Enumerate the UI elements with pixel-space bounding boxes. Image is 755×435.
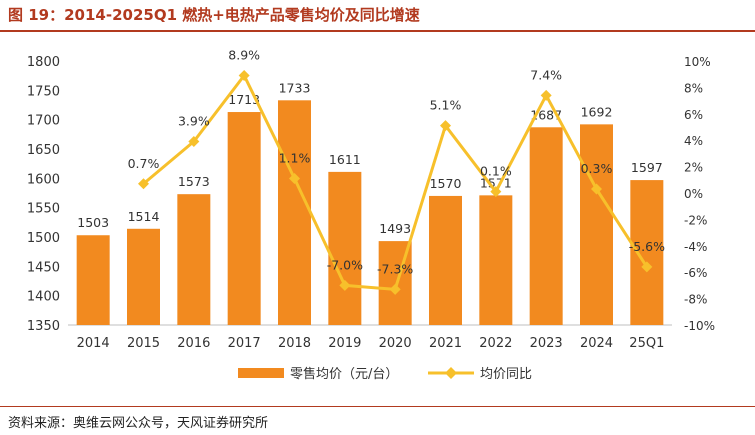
line-point xyxy=(641,261,653,273)
right-tick-label: 8% xyxy=(684,81,703,95)
right-axis: -10% -8% -6% -4% -2% 0% 2% 4% 6% 8% 10% xyxy=(684,55,715,333)
line-series xyxy=(138,70,653,295)
x-tick-label: 2017 xyxy=(228,336,261,351)
bar-value-label: 1733 xyxy=(279,80,311,95)
x-tick-label: 2014 xyxy=(77,336,110,351)
line-point xyxy=(339,279,351,291)
bar xyxy=(580,124,613,325)
legend: 零售均价（元/台） 均价同比 xyxy=(238,366,532,382)
bar-series xyxy=(76,100,664,325)
line-value-label: 7.4% xyxy=(530,67,562,82)
bar-value-label: 1493 xyxy=(379,221,411,236)
line-value-labels: 0.7% 3.9% 8.9% 1.1% -7.0% -7.3% 5.1% 0.1% 7.4% 0.… xyxy=(128,48,665,277)
line-point xyxy=(490,186,502,198)
x-tick-label: 2024 xyxy=(580,336,613,351)
left-tick-label: 1450 xyxy=(27,260,60,275)
figure-title: 图 19：2014-2025Q1 燃热+电热产品零售均价及同比增速 xyxy=(8,6,420,24)
source-note: 资料来源：奥维云网公众号，天风证券研究所 xyxy=(8,416,269,431)
bar xyxy=(529,127,563,325)
line-value-label: 5.1% xyxy=(430,98,462,113)
combo-chart: 1350 1400 1450 1500 1550 1600 1650 1700 1750 1800… xyxy=(27,48,715,382)
bar-value-label: 1503 xyxy=(77,215,109,230)
bar xyxy=(479,195,513,325)
line-point xyxy=(289,172,300,184)
bar-value-label: 1611 xyxy=(329,152,361,167)
bar-value-label: 1573 xyxy=(178,174,210,189)
line-value-label: 0.7% xyxy=(128,156,160,171)
right-tick-label: -4% xyxy=(684,240,707,254)
left-tick-label: 1750 xyxy=(27,84,60,99)
left-tick-label: 1350 xyxy=(27,319,60,334)
bar-value-label: 1597 xyxy=(631,160,663,175)
x-tick-label: 2022 xyxy=(479,336,512,351)
bar xyxy=(76,235,110,325)
right-tick-label: -10% xyxy=(684,319,715,333)
x-tick-label: 2018 xyxy=(278,336,311,351)
left-tick-label: 1650 xyxy=(27,143,60,158)
left-tick-label: 1550 xyxy=(27,202,60,217)
line-value-label: -5.6% xyxy=(629,239,665,254)
line-value-label: -7.3% xyxy=(377,261,413,276)
x-tick-label: 2016 xyxy=(177,336,210,351)
x-axis: 2014 2015 2016 2017 2018 2019 2020 2021 2022 2023… xyxy=(77,336,665,351)
line-value-label: 0.3% xyxy=(581,161,613,176)
legend-line-label: 均价同比 xyxy=(480,367,532,382)
bar-value-label: 1514 xyxy=(128,209,160,224)
x-tick-label: 2020 xyxy=(379,336,412,351)
right-tick-label: -8% xyxy=(684,293,707,307)
legend-bar-swatch xyxy=(238,368,284,378)
line-value-label: 3.9% xyxy=(178,114,210,129)
line-point xyxy=(591,183,602,195)
x-tick-label: 25Q1 xyxy=(629,336,664,351)
x-tick-label: 2021 xyxy=(429,336,462,351)
bar-value-label: 1570 xyxy=(430,176,462,191)
line-point xyxy=(138,178,149,190)
x-tick-label: 2023 xyxy=(530,336,563,351)
left-tick-label: 1600 xyxy=(27,172,60,187)
bar-value-label: 1692 xyxy=(581,104,613,119)
right-tick-label: -6% xyxy=(684,266,707,280)
right-tick-label: 6% xyxy=(684,108,703,122)
left-tick-label: 1500 xyxy=(27,231,60,246)
right-tick-label: 0% xyxy=(684,187,703,201)
right-tick-label: 4% xyxy=(684,134,703,148)
title-divider xyxy=(0,30,755,32)
bar xyxy=(429,195,462,325)
x-tick-label: 2019 xyxy=(328,336,361,351)
bar-value-label: 1713 xyxy=(228,92,260,107)
bar xyxy=(177,194,211,325)
footer-divider xyxy=(0,406,755,407)
line-value-label: -7.0% xyxy=(327,257,363,272)
line-point xyxy=(238,70,250,82)
legend-line-marker xyxy=(445,367,457,379)
line-point xyxy=(389,283,401,295)
bar xyxy=(278,100,311,325)
left-tick-label: 1800 xyxy=(27,55,60,70)
line-value-label: 8.9% xyxy=(228,48,260,63)
bar xyxy=(328,171,362,325)
bar xyxy=(227,112,261,325)
bar xyxy=(127,228,160,325)
legend-bar-label: 零售均价（元/台） xyxy=(290,366,398,382)
x-tick-label: 2015 xyxy=(127,336,160,351)
right-tick-label: -2% xyxy=(684,213,707,227)
line-value-label: 1.1% xyxy=(279,150,311,165)
line-point xyxy=(188,136,200,148)
line-point xyxy=(540,89,552,101)
left-axis: 1350 1400 1450 1500 1550 1600 1650 1700 1750 1800 xyxy=(27,55,60,334)
left-tick-label: 1400 xyxy=(27,290,60,305)
line-point xyxy=(440,120,451,132)
line-value-label: 0.1% xyxy=(480,164,512,179)
right-tick-label: 10% xyxy=(684,55,711,69)
left-tick-label: 1700 xyxy=(27,114,60,129)
right-tick-label: 2% xyxy=(684,161,703,175)
